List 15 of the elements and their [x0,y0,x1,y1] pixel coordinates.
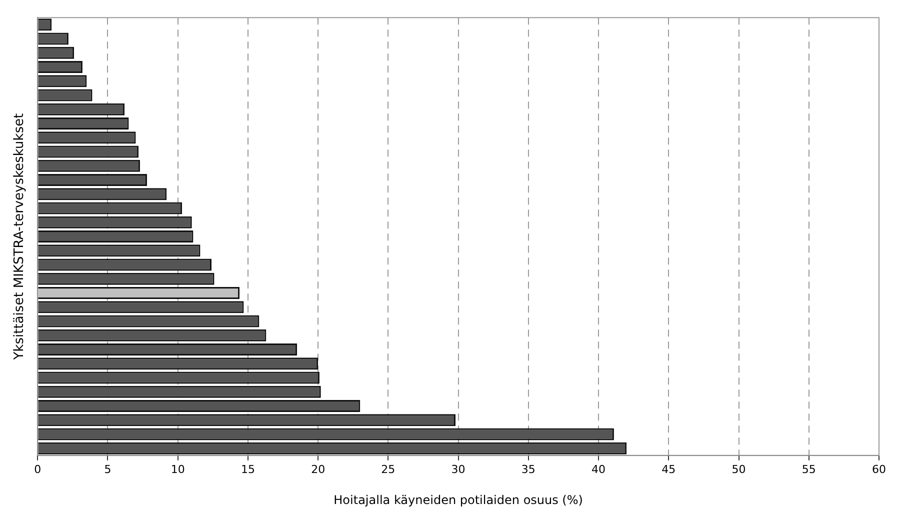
x-tick-label: 20 [311,462,326,476]
x-tick-label: 15 [240,462,255,476]
x-axis-title: Hoitajalla käyneiden potilaiden osuus (%) [334,492,583,507]
x-tick-label: 10 [170,462,185,476]
x-tick-label: 40 [592,462,606,476]
x-tick-label: 30 [451,462,466,476]
x-tick-label: 5 [104,462,112,476]
x-tick-label: 35 [521,462,536,476]
x-tick-label: 0 [34,462,42,476]
x-tick-label: 25 [381,462,396,476]
x-tick-label: 50 [732,462,746,476]
x-tick-label: 45 [662,462,676,476]
x-tick-label: 55 [802,462,816,476]
y-axis-title: Yksittäiset MIKSTRA-terveyskeskukset [12,113,28,361]
x-tick-label: 60 [872,462,886,476]
